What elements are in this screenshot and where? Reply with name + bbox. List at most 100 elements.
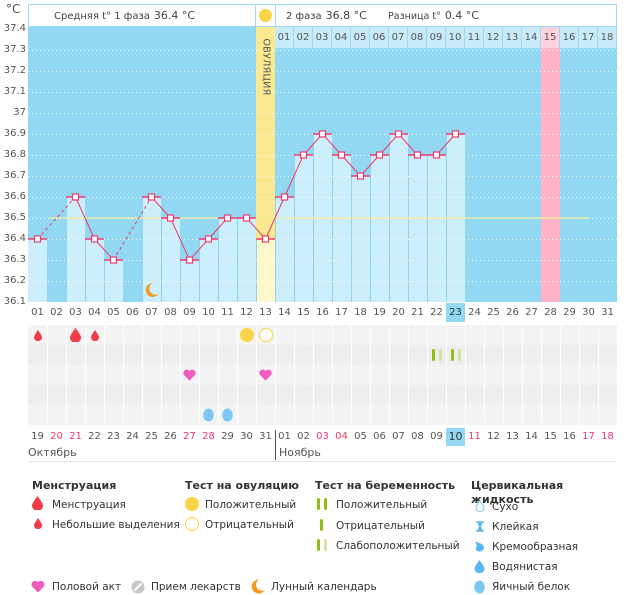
cycle-day-label[interactable]: 24 <box>468 307 481 318</box>
phase2-day-cell[interactable]: 11 <box>465 27 484 48</box>
cycle-day-label[interactable]: 10 <box>202 307 215 318</box>
intercourse-heart-icon[interactable] <box>256 365 275 385</box>
cycle-day-label[interactable]: 04 <box>88 307 101 318</box>
calendar-date[interactable]: 15 <box>544 431 557 442</box>
cycle-day-label[interactable]: 20 <box>392 307 405 318</box>
cf-egg-white-icon[interactable] <box>218 405 237 425</box>
calendar-date[interactable]: 19 <box>31 431 44 442</box>
cycle-day-label[interactable]: 18 <box>354 307 367 318</box>
pregnancy-test-weak-icon[interactable] <box>446 345 465 365</box>
cycle-day-label[interactable]: 21 <box>411 307 424 318</box>
cycle-day-label[interactable]: 09 <box>183 307 196 318</box>
cycle-day-label[interactable]: 30 <box>582 307 595 318</box>
menstruation-ovulation-row[interactable] <box>28 325 617 345</box>
calendar-date[interactable]: 18 <box>601 431 614 442</box>
cycle-day-label[interactable]: 27 <box>525 307 538 318</box>
calendar-date[interactable]: 08 <box>411 431 424 442</box>
cycle-day-label[interactable]: 23 <box>446 303 465 322</box>
cycle-day-label[interactable]: 11 <box>221 307 234 318</box>
pregnancy-test-row[interactable] <box>28 345 617 365</box>
calendar-date[interactable]: 25 <box>145 431 158 442</box>
phase2-day-cell[interactable]: 06 <box>370 27 389 48</box>
calendar-date[interactable]: 24 <box>126 431 139 442</box>
cycle-day-label[interactable]: 31 <box>601 307 614 318</box>
calendar-date[interactable]: 01 <box>278 431 291 442</box>
ovulation-test-positive-icon[interactable] <box>237 325 256 345</box>
calendar-date[interactable]: 23 <box>107 431 120 442</box>
calendar-date[interactable]: 06 <box>373 431 386 442</box>
y-tick-label: 36.5 <box>3 212 26 223</box>
phase2-day-cell[interactable]: 15 <box>541 27 560 48</box>
ovulation-test-negative-icon[interactable] <box>256 325 275 345</box>
calendar-date[interactable]: 20 <box>50 431 63 442</box>
cycle-day-label[interactable]: 02 <box>50 307 63 318</box>
cf-egg-white-icon[interactable] <box>199 405 218 425</box>
calendar-date[interactable]: 09 <box>430 431 443 442</box>
calendar-date[interactable]: 10 <box>446 428 465 446</box>
phase2-day-cell[interactable]: 07 <box>389 27 408 48</box>
cycle-day-label[interactable]: 14 <box>278 307 291 318</box>
cycle-day-label[interactable]: 13 <box>259 307 272 318</box>
spotting-drop-icon[interactable] <box>28 325 47 345</box>
menstruation-drop-icon[interactable] <box>66 325 85 345</box>
calendar-date[interactable]: 29 <box>221 431 234 442</box>
phase2-day-cell[interactable]: 01 <box>275 27 294 48</box>
phase2-day-cell[interactable]: 17 <box>579 27 598 48</box>
calendar-date[interactable]: 11 <box>468 431 481 442</box>
phase2-day-cell[interactable]: 02 <box>294 27 313 48</box>
cycle-day-label[interactable]: 28 <box>544 307 557 318</box>
calendar-date[interactable]: 17 <box>582 431 595 442</box>
cycle-day-label[interactable]: 08 <box>164 307 177 318</box>
calendar-date[interactable]: 27 <box>183 431 196 442</box>
cycle-day-label[interactable]: 03 <box>69 307 82 318</box>
calendar-date[interactable]: 12 <box>487 431 500 442</box>
cycle-day-label[interactable]: 16 <box>316 307 329 318</box>
spotting-drop-icon[interactable] <box>85 325 104 345</box>
phase2-day-cell[interactable]: 05 <box>351 27 370 48</box>
phase2-day-cell[interactable]: 10 <box>446 27 465 48</box>
calendar-date[interactable]: 28 <box>202 431 215 442</box>
cycle-day-label[interactable]: 25 <box>487 307 500 318</box>
y-tick-label: 36.1 <box>3 296 26 307</box>
calendar-date[interactable]: 30 <box>240 431 253 442</box>
cycle-day-label[interactable]: 17 <box>335 307 348 318</box>
phase2-day-cell[interactable]: 16 <box>560 27 579 48</box>
phase2-day-cell[interactable]: 13 <box>503 27 522 48</box>
intercourse-heart-icon <box>31 580 45 593</box>
cycle-day-label[interactable]: 19 <box>373 307 386 318</box>
cycle-day-label[interactable]: 06 <box>126 307 139 318</box>
calendar-date[interactable]: 05 <box>354 431 367 442</box>
calendar-date[interactable]: 13 <box>506 431 519 442</box>
phase2-day-cell[interactable]: 14 <box>522 27 541 48</box>
calendar-date[interactable]: 04 <box>335 431 348 442</box>
calendar-date[interactable]: 21 <box>69 431 82 442</box>
cycle-day-label[interactable]: 07 <box>145 307 158 318</box>
phase2-day-cell[interactable]: 12 <box>484 27 503 48</box>
intercourse-heart-icon[interactable] <box>180 365 199 385</box>
phase2-day-cell[interactable]: 08 <box>408 27 427 48</box>
intercourse-row[interactable] <box>28 365 617 385</box>
cycle-day-label[interactable]: 01 <box>31 307 44 318</box>
cycle-day-label[interactable]: 26 <box>506 307 519 318</box>
pregnancy-test-weak-icon[interactable] <box>427 345 446 365</box>
medication-row[interactable] <box>28 385 617 405</box>
y-tick-label: 37.3 <box>3 44 26 55</box>
cycle-day-label[interactable]: 22 <box>430 307 443 318</box>
calendar-date[interactable]: 16 <box>563 431 576 442</box>
calendar-date[interactable]: 02 <box>297 431 310 442</box>
phase2-day-cell[interactable]: 03 <box>313 27 332 48</box>
calendar-date[interactable]: 03 <box>316 431 329 442</box>
phase2-day-cell[interactable]: 18 <box>598 27 617 48</box>
calendar-date[interactable]: 31 <box>259 431 272 442</box>
phase2-day-cell[interactable]: 04 <box>332 27 351 48</box>
phase2-day-cell[interactable]: 09 <box>427 27 446 48</box>
calendar-date[interactable]: 22 <box>88 431 101 442</box>
cycle-day-label[interactable]: 12 <box>240 307 253 318</box>
cycle-day-label[interactable]: 29 <box>563 307 576 318</box>
calendar-date[interactable]: 14 <box>525 431 538 442</box>
cycle-day-label[interactable]: 05 <box>107 307 120 318</box>
cervical-fluid-row[interactable] <box>28 405 617 425</box>
calendar-date[interactable]: 26 <box>164 431 177 442</box>
calendar-date[interactable]: 07 <box>392 431 405 442</box>
cycle-day-label[interactable]: 15 <box>297 307 310 318</box>
